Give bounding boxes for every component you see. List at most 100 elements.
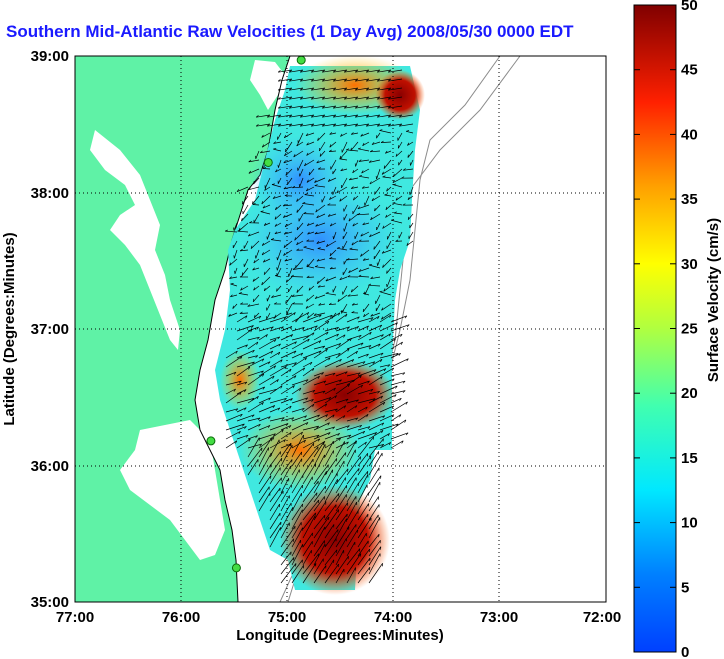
velocity-vector [346, 501, 358, 521]
velocity-vector [247, 336, 260, 341]
velocity-vector [243, 240, 249, 249]
velocity-vector-head [316, 241, 320, 244]
velocity-vector [291, 522, 302, 539]
velocity-vector [230, 283, 238, 287]
velocity-vector [234, 267, 238, 274]
velocity-vector [316, 159, 326, 164]
velocity-vector [357, 213, 370, 216]
velocity-vector [269, 423, 289, 431]
velocity-vector [283, 186, 293, 190]
velocity-vector [377, 105, 392, 109]
velocity-vector-head [261, 144, 265, 148]
velocity-vector [335, 434, 351, 440]
velocity-vector [375, 294, 381, 304]
velocity-vector [236, 438, 251, 449]
colorbar-tick-label: 45 [681, 62, 698, 79]
velocity-vector-head [385, 150, 388, 154]
velocity-vector [269, 527, 281, 548]
velocity-vector-head [358, 159, 362, 162]
velocity-vector-head [274, 231, 278, 235]
velocity-vector [258, 464, 272, 485]
velocity-vector-head [391, 405, 395, 409]
velocity-vector [258, 326, 274, 332]
velocity-vector [302, 515, 316, 539]
velocity-vector-head [332, 124, 336, 127]
velocity-vector [370, 150, 381, 153]
velocity-vector [287, 177, 293, 185]
velocity-vector-head [392, 201, 396, 204]
velocity-vector [346, 405, 358, 413]
velocity-vector-head [321, 79, 325, 82]
velocity-vector [280, 525, 296, 548]
velocity-vector [346, 399, 359, 404]
velocity-vector [280, 375, 297, 386]
velocity-vector [335, 405, 346, 413]
velocity-vector-head [256, 341, 259, 345]
velocity-vector-head [317, 137, 319, 141]
velocity-vector [335, 526, 350, 548]
velocity-vector-head [395, 322, 398, 326]
velocity-vector [368, 546, 382, 566]
velocity-vector-head [368, 160, 372, 163]
velocity-vector [385, 204, 392, 211]
velocity-vector-head [356, 326, 359, 329]
velocity-vector-head [317, 285, 321, 288]
velocity-vector [236, 426, 247, 431]
velocity-vector-head [359, 425, 362, 428]
velocity-vector-head [332, 97, 336, 100]
velocity-vector [409, 222, 414, 229]
velocity-vector [357, 484, 368, 503]
velocity-vector [357, 503, 369, 521]
velocity-vector [280, 459, 293, 476]
velocity-vector-head [382, 225, 385, 229]
velocity-vector [314, 177, 326, 183]
velocity-vector [403, 168, 414, 171]
velocity-vector-head [337, 433, 340, 436]
velocity-vector [280, 551, 292, 566]
velocity-vector-head [277, 88, 281, 91]
velocity-vector [317, 285, 326, 288]
velocity-vector [302, 553, 319, 575]
velocity-vector-head [328, 357, 331, 361]
velocity-vector-head [296, 143, 299, 147]
velocity-vector [277, 177, 282, 184]
velocity-vector-head [370, 317, 374, 320]
velocity-vector [236, 349, 255, 359]
velocity-vector [297, 132, 304, 144]
velocity-vector [386, 240, 392, 249]
velocity-vector [258, 433, 276, 440]
velocity-vector [330, 159, 337, 170]
velocity-vector [291, 474, 304, 494]
velocity-vector [379, 353, 399, 359]
velocity-vector [319, 141, 326, 152]
velocity-vector-head [358, 468, 360, 472]
velocity-vector-head [306, 223, 310, 226]
velocity-vector-head [383, 368, 387, 372]
velocity-vector [229, 258, 238, 266]
velocity-vector [379, 322, 398, 332]
velocity-vector-head [266, 124, 270, 127]
velocity-vector [368, 444, 384, 449]
velocity-vector-head [235, 440, 238, 444]
velocity-vector [278, 87, 293, 91]
velocity-vector-head [252, 349, 255, 353]
velocity-vector [291, 335, 310, 341]
velocity-vector [308, 285, 315, 291]
velocity-vector-head [402, 168, 406, 171]
velocity-vector-head [288, 425, 292, 429]
velocity-vector [313, 540, 325, 557]
velocity-vector-head [276, 267, 278, 271]
velocity-vector-head [392, 180, 395, 183]
velocity-vector-head [299, 70, 303, 73]
velocity-vector [360, 249, 370, 257]
velocity-vector-head [395, 385, 398, 389]
velocity-vector [324, 343, 341, 350]
velocity-vector [288, 285, 293, 293]
velocity-vector [319, 150, 326, 157]
velocity-vector [340, 168, 348, 172]
velocity-vector-head [271, 183, 275, 185]
velocity-vector [273, 148, 282, 152]
velocity-vector [284, 150, 293, 157]
velocity-vector [278, 96, 293, 100]
velocity-vector-head [299, 106, 303, 109]
